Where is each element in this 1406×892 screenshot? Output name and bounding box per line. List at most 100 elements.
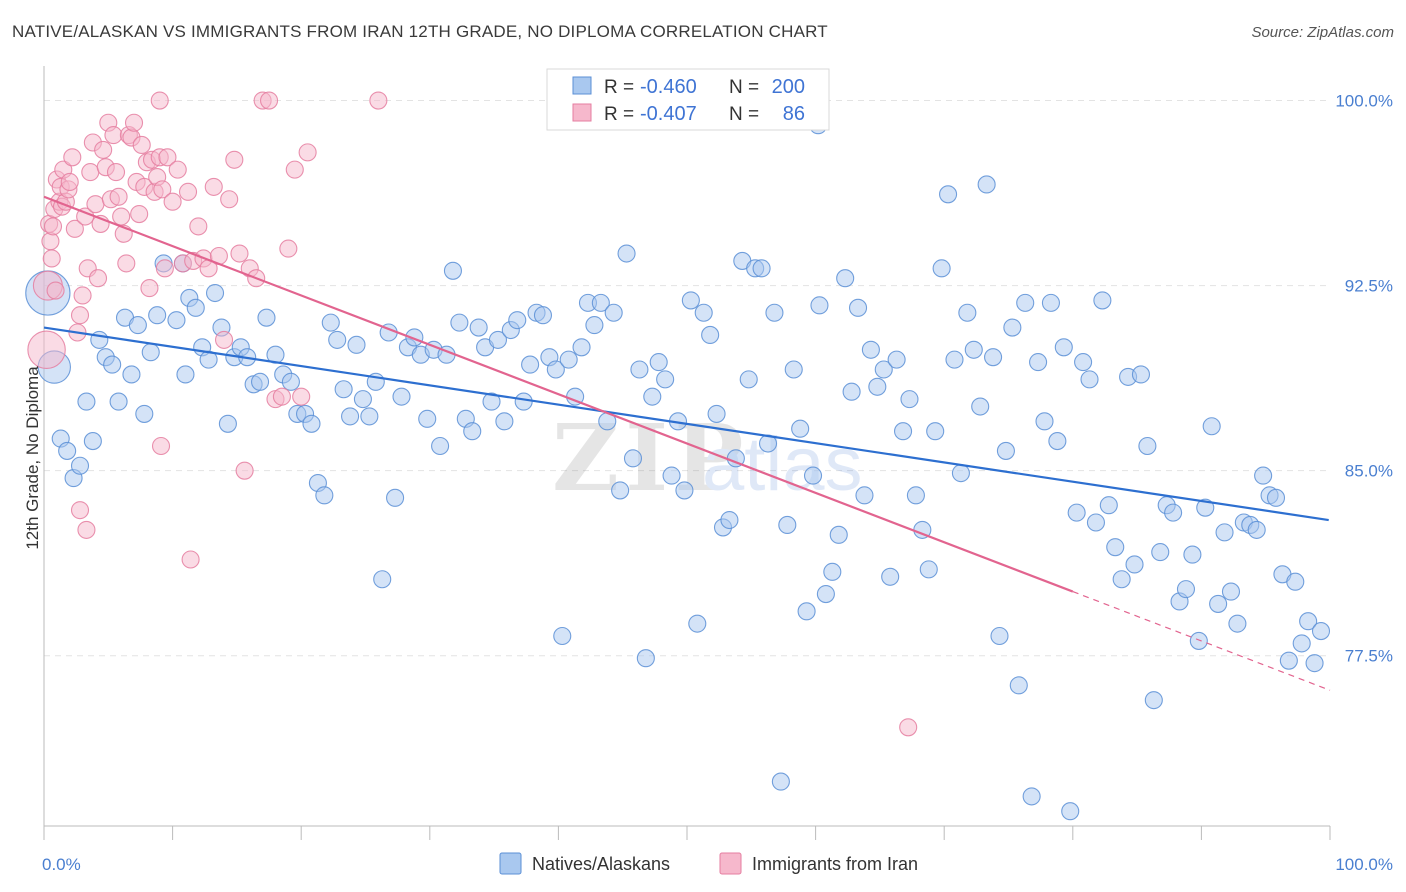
- data-point: [636, 649, 655, 668]
- data-point: [135, 404, 154, 423]
- data-point: [65, 219, 84, 238]
- data-point: [167, 311, 186, 330]
- data-point: [1164, 503, 1183, 522]
- data-point: [292, 387, 311, 406]
- data-point: [186, 298, 205, 317]
- data-point: [163, 192, 182, 211]
- data-point: [347, 335, 366, 354]
- data-point: [257, 308, 276, 327]
- data-point: [218, 414, 237, 433]
- data-point: [591, 293, 610, 312]
- data-point: [572, 338, 591, 357]
- data-point: [168, 160, 187, 179]
- data-point: [752, 259, 771, 278]
- data-point: [1292, 634, 1311, 653]
- data-point: [341, 407, 360, 426]
- watermark: ZIP atlas: [552, 404, 863, 512]
- data-point: [797, 602, 816, 621]
- data-point: [151, 436, 171, 456]
- data-point: [1215, 523, 1234, 542]
- data-point: [514, 392, 533, 411]
- data-point: [1266, 488, 1286, 507]
- data-point: [158, 148, 177, 167]
- data-point: [829, 525, 848, 544]
- data-point: [259, 91, 279, 110]
- data-point: [848, 298, 868, 317]
- data-point: [810, 296, 829, 315]
- y-tick-label-2: 85.0%: [1345, 462, 1393, 481]
- data-point: [649, 353, 668, 372]
- data-point: [205, 283, 225, 303]
- data-point: [321, 313, 340, 332]
- x-tick-label-0: 0.0%: [42, 855, 81, 874]
- data-point: [373, 570, 392, 589]
- data-point: [984, 348, 1003, 367]
- data-point: [443, 261, 462, 280]
- data-point: [1176, 580, 1196, 599]
- data-point: [77, 392, 96, 411]
- bottom-legend: Natives/Alaskans Immigrants from Iran: [499, 852, 918, 875]
- data-point: [1138, 436, 1157, 456]
- data-point: [150, 91, 169, 110]
- legend-n-label-pink: N =: [729, 104, 759, 125]
- data-point: [70, 456, 90, 475]
- data-point: [369, 91, 388, 110]
- data-point: [128, 316, 147, 335]
- data-point: [43, 217, 63, 236]
- data-point: [900, 390, 919, 409]
- data-point: [225, 150, 244, 169]
- legend: R = -0.460 N = 200 R = -0.407 N = 86: [546, 68, 830, 131]
- data-point: [130, 205, 149, 224]
- bottom-legend-swatch-pink: [719, 852, 742, 875]
- data-point: [1247, 520, 1266, 539]
- data-point: [328, 330, 347, 349]
- data-point: [1221, 582, 1241, 601]
- data-point: [1035, 412, 1054, 431]
- data-point: [176, 365, 195, 384]
- data-point: [990, 626, 1009, 646]
- series-immigrants-from-iran: [27, 91, 918, 737]
- data-point: [122, 365, 141, 384]
- data-point: [1029, 353, 1048, 372]
- data-point: [132, 135, 151, 155]
- data-point: [418, 409, 437, 428]
- data-point: [315, 486, 334, 505]
- data-point: [533, 306, 553, 325]
- data-point: [1003, 318, 1022, 337]
- data-point: [1016, 293, 1035, 312]
- legend-n-value-pink: 86: [783, 103, 805, 125]
- data-point: [675, 481, 694, 500]
- legend-r-value-pink: -0.407: [640, 103, 697, 125]
- data-point: [250, 372, 270, 391]
- data-point: [181, 550, 200, 569]
- data-point: [235, 461, 254, 480]
- axes: [43, 66, 1331, 840]
- data-point: [463, 422, 482, 441]
- data-point: [230, 244, 249, 263]
- bottom-legend-swatch-blue: [499, 852, 522, 875]
- data-point: [109, 187, 128, 206]
- data-point: [302, 414, 321, 433]
- data-point: [617, 244, 636, 263]
- data-point: [88, 269, 108, 288]
- legend-r-label-blue: R =: [604, 77, 634, 98]
- data-point: [1209, 594, 1228, 613]
- data-point: [662, 466, 681, 485]
- data-point: [141, 343, 160, 362]
- data-point: [94, 140, 113, 159]
- bottom-legend-label-pink: Immigrants from Iran: [752, 854, 918, 874]
- data-point: [508, 311, 527, 330]
- data-point: [1305, 654, 1324, 673]
- data-point: [707, 404, 726, 423]
- data-point: [214, 330, 234, 349]
- data-point: [919, 560, 938, 579]
- trend-lines: [43, 195, 1331, 691]
- data-point: [1009, 676, 1028, 695]
- data-point: [971, 397, 990, 416]
- data-point: [70, 501, 90, 520]
- data-point: [1041, 293, 1060, 312]
- data-point: [521, 355, 540, 374]
- series-natives-alaskans: [25, 91, 1331, 821]
- data-point: [887, 350, 906, 369]
- data-point: [109, 392, 128, 411]
